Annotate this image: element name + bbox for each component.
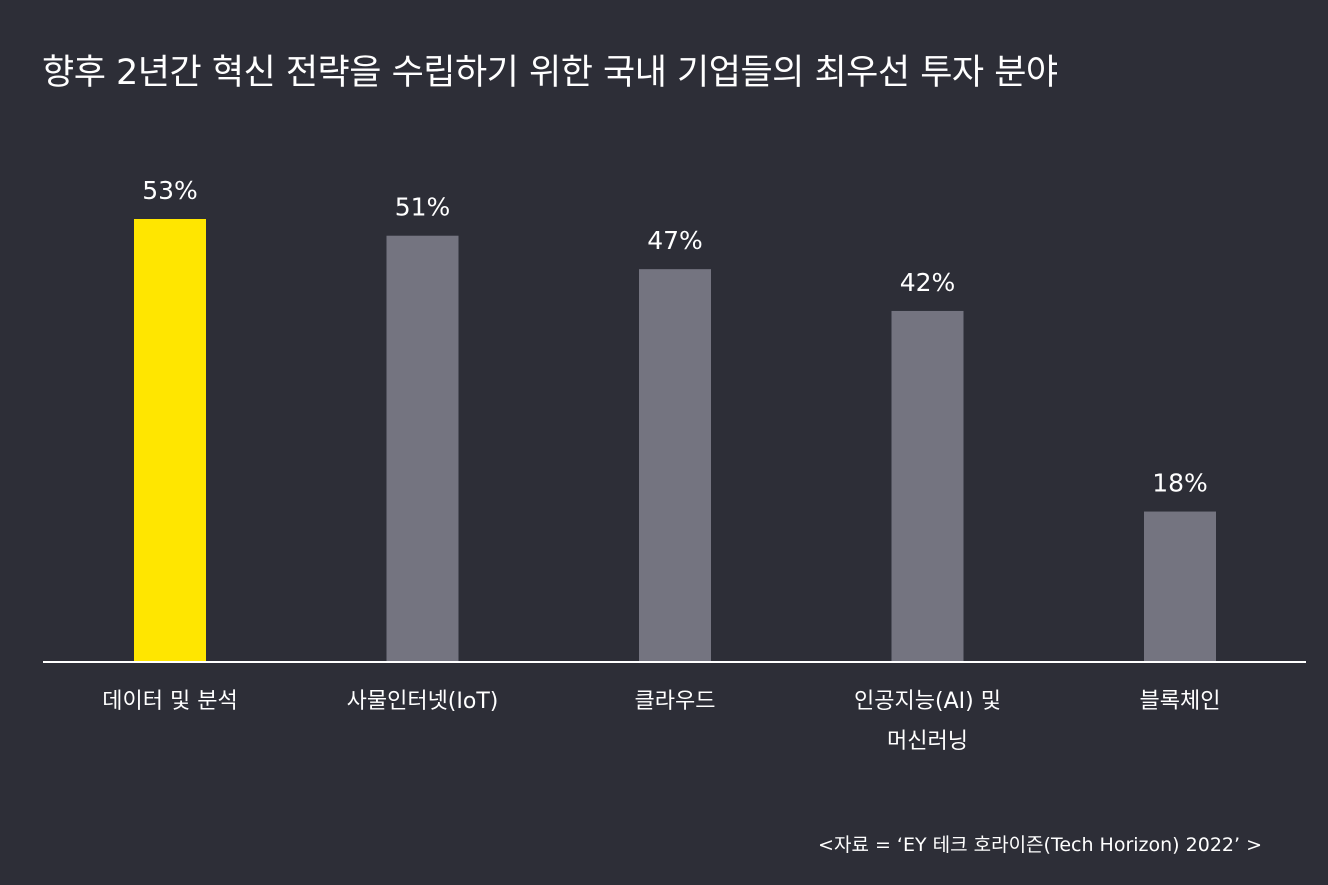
source-note: <자료 = ‘EY 테크 호라이즌(Tech Horizon) 2022’ > — [818, 834, 1262, 856]
chart-title: 향후 2년간 혁신 전략을 수립하기 위한 국내 기업들의 최우선 투자 분야 — [42, 53, 1058, 93]
category-label-2: 클라우드 — [635, 689, 716, 714]
category-label-4: 블록체인 — [1140, 689, 1221, 714]
bar-0 — [134, 219, 206, 662]
category-label-1: 사물인터넷(IoT) — [347, 689, 499, 714]
category-label-3-line2: 머신러닝 — [887, 729, 968, 754]
value-label-3: 42% — [900, 268, 956, 297]
category-label-3: 인공지능(AI) 및 — [854, 689, 1001, 714]
bar-chart: 53% 데이터 및 분석 51% 사물인터넷(IoT) 47% 클라우드 42% 인공지능(A… — [43, 176, 1306, 754]
bar-3 — [891, 310, 964, 662]
bar-4 — [1144, 511, 1216, 662]
value-label-4: 18% — [1152, 469, 1208, 498]
value-label-1: 51% — [395, 193, 451, 222]
value-label-2: 47% — [647, 226, 703, 255]
value-label-0: 53% — [142, 176, 198, 205]
category-label-0: 데이터 및 분석 — [102, 689, 237, 714]
bar-2 — [639, 269, 711, 662]
bar-1 — [386, 235, 459, 662]
